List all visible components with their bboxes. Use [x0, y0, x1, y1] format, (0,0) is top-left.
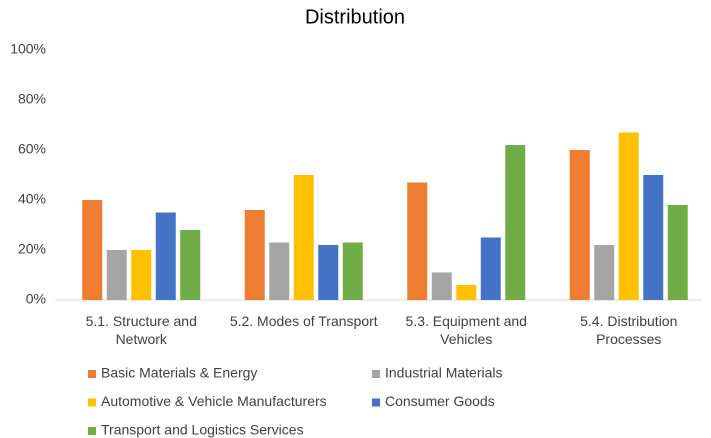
y-tick-label: 0%: [26, 291, 46, 307]
legend-label: Transport and Logistics Services: [101, 422, 304, 438]
x-tick-label: 5.3. Equipment and Vehicles: [405, 313, 527, 347]
bar: [431, 272, 452, 300]
legend-swatch: [372, 370, 380, 378]
x-tick-label: 5.4. Distribution Processes: [580, 313, 678, 347]
y-tick-label: 20%: [18, 241, 46, 257]
bar: [293, 175, 314, 300]
bar: [244, 210, 265, 300]
legend-swatch: [372, 398, 380, 407]
bar: [667, 205, 688, 300]
bar: [131, 250, 152, 300]
bar: [407, 182, 428, 300]
bar: [269, 242, 290, 300]
y-tick-label: 60%: [18, 141, 46, 157]
bar: [480, 237, 501, 300]
x-tick-label: 5.1. Structure and Network: [85, 313, 197, 347]
legend-label: Automotive & Vehicle Manufacturers: [101, 393, 327, 409]
bar: [318, 245, 339, 300]
bar: [569, 150, 590, 300]
bar: [82, 200, 103, 300]
bar: [594, 245, 615, 300]
bar: [106, 250, 127, 300]
legend-label: Basic Materials & Energy: [101, 365, 257, 381]
chart-title: Distribution: [305, 6, 405, 28]
y-tick-label: 80%: [18, 91, 46, 107]
legend-swatch: [88, 370, 96, 378]
bar: [180, 230, 201, 300]
bar: [618, 132, 639, 300]
legend-label: Industrial Materials: [385, 365, 503, 381]
bar: [643, 175, 664, 300]
legend-label: Consumer Goods: [385, 393, 495, 409]
bar: [505, 145, 526, 300]
bar: [456, 285, 477, 300]
y-tick-label: 40%: [18, 191, 46, 207]
bar: [155, 212, 176, 300]
x-tick-label: 5.2. Modes of Transport: [229, 313, 378, 329]
legend-swatch: [88, 427, 96, 435]
bar: [342, 242, 363, 300]
legend-swatch: [88, 398, 96, 407]
y-tick-label: 100%: [10, 41, 46, 57]
